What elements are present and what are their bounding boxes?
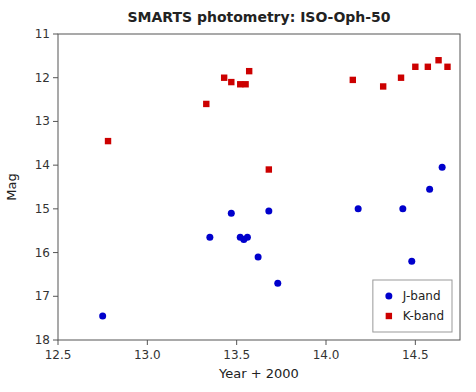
- x-tick-label: 12.5: [45, 348, 72, 362]
- y-tick: [53, 165, 58, 166]
- point: [425, 64, 431, 70]
- point: [105, 138, 111, 144]
- point: [246, 68, 252, 74]
- point: [412, 64, 418, 70]
- point: [242, 81, 248, 87]
- point: [274, 280, 281, 287]
- y-tick-label: 16: [35, 246, 50, 260]
- y-tick-label: 14: [35, 158, 50, 172]
- point: [350, 77, 356, 83]
- x-tick: [236, 340, 237, 345]
- point: [439, 164, 446, 171]
- legend-label: K-band: [403, 309, 444, 323]
- x-tick-label: 14.0: [313, 348, 340, 362]
- x-tick-label: 14.5: [402, 348, 429, 362]
- legend-label: J-band: [402, 289, 441, 303]
- y-tick-label: 18: [35, 333, 50, 347]
- point: [99, 312, 106, 319]
- y-tick: [53, 252, 58, 253]
- chart: 12.5 13.0 13.5 14.0 14.5 11 12 13 14 15 16 17 18 SMAR…: [0, 0, 476, 392]
- point: [380, 83, 386, 89]
- legend: J-band K-band: [373, 280, 452, 332]
- point: [203, 101, 209, 107]
- point: [265, 208, 272, 215]
- x-tick: [415, 340, 416, 345]
- y-tick-label: 15: [35, 202, 50, 216]
- x-tick-label: 13.5: [223, 348, 250, 362]
- point: [244, 234, 251, 241]
- y-axis-label: Mag: [4, 173, 19, 200]
- y-tick: [53, 34, 58, 35]
- y-tick-label: 11: [35, 27, 50, 41]
- x-tick: [147, 340, 148, 345]
- point: [228, 79, 234, 85]
- legend-swatch: [386, 313, 392, 319]
- plot-background: [58, 34, 460, 340]
- point: [408, 258, 415, 265]
- point: [399, 205, 406, 212]
- point: [266, 166, 272, 172]
- y-tick: [53, 77, 58, 78]
- y-tick: [53, 340, 58, 341]
- point: [435, 57, 441, 63]
- x-tick: [58, 340, 59, 345]
- point: [444, 64, 450, 70]
- x-tick-label: 13.0: [134, 348, 161, 362]
- point: [228, 210, 235, 217]
- title: SMARTS photometry: ISO-Oph-50: [127, 9, 390, 25]
- x-tick: [326, 340, 327, 345]
- point: [398, 75, 404, 81]
- point: [426, 186, 433, 193]
- y-tick-label: 12: [35, 71, 50, 85]
- y-tick: [53, 121, 58, 122]
- y-tick-label: 17: [35, 289, 50, 303]
- legend-swatch: [385, 293, 392, 300]
- y-tick: [53, 208, 58, 209]
- y-tick: [53, 296, 58, 297]
- legend-box: [373, 280, 452, 332]
- point: [355, 205, 362, 212]
- x-axis-label: Year + 2000: [218, 366, 299, 381]
- y-tick-label: 13: [35, 114, 50, 128]
- point: [255, 253, 262, 260]
- point: [206, 234, 213, 241]
- point: [221, 75, 227, 81]
- plot-frame: [58, 34, 460, 340]
